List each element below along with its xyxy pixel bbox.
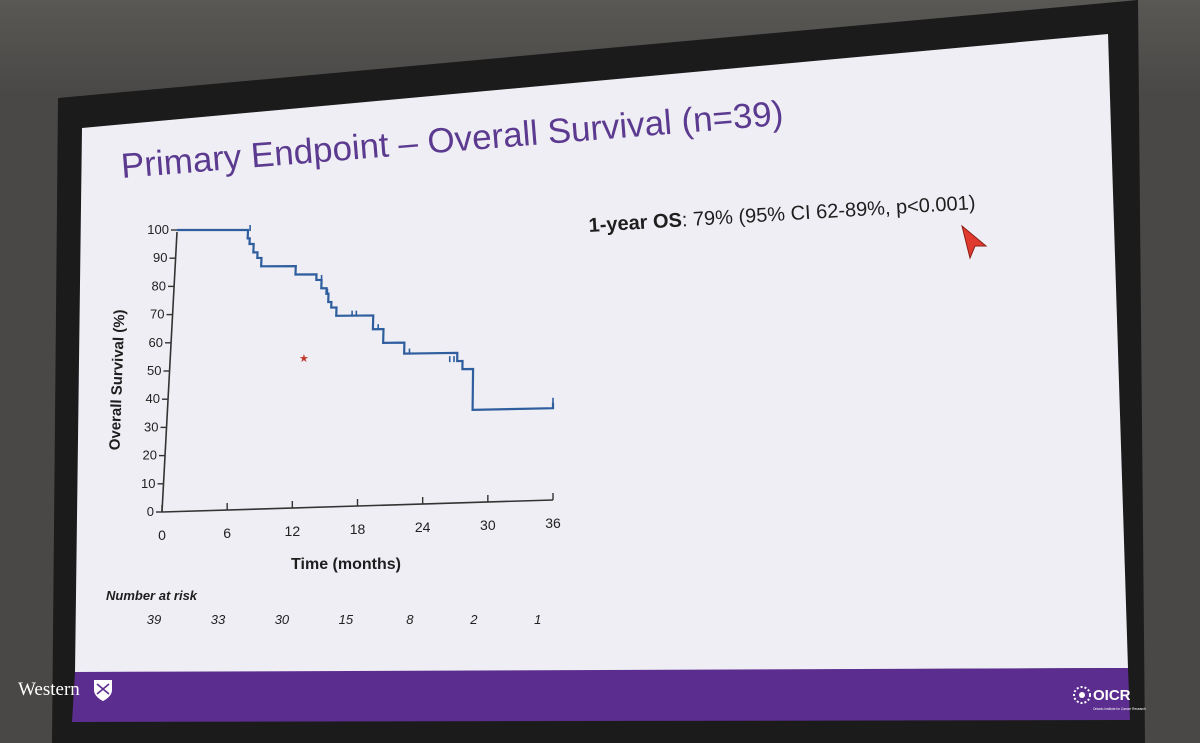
- y-tick-label: 50: [147, 363, 161, 378]
- y-axis-label: Overall Survival (%): [107, 309, 129, 450]
- survival-curve: [177, 228, 555, 411]
- x-tick-label: 30: [480, 517, 496, 533]
- y-tick-label: 40: [146, 391, 160, 406]
- pointer-cursor-icon: [958, 224, 988, 260]
- x-tick-label: 36: [545, 515, 561, 531]
- risk-table-label: Number at risk: [106, 588, 198, 603]
- y-tick-label: 20: [143, 448, 157, 463]
- y-tick-label: 60: [149, 335, 163, 350]
- y-tick-label: 100: [147, 222, 169, 237]
- y-tick-label: 10: [141, 476, 155, 491]
- x-tick-label: 0: [158, 527, 166, 543]
- risk-count: 39: [147, 612, 161, 627]
- x-tick-label: 12: [285, 523, 301, 539]
- os-value: : 79% (95% CI 62-89%, p<0.001): [681, 192, 976, 231]
- y-tick-label: 30: [144, 419, 158, 434]
- risk-count: 2: [469, 612, 478, 627]
- western-logo-text: Western: [18, 679, 80, 700]
- x-tick-label: 24: [415, 519, 431, 535]
- risk-count: 1: [534, 612, 541, 627]
- slide-title: Primary Endpoint – Overall Survival (n=3…: [120, 94, 785, 186]
- y-axis: [161, 231, 178, 513]
- x-axis: [161, 499, 554, 513]
- os-statement: 1-year OS: 79% (95% CI 62-89%, p<0.001): [588, 192, 976, 237]
- risk-count: 33: [211, 612, 226, 627]
- star-mark: ★: [299, 353, 309, 365]
- risk-count: 15: [339, 612, 354, 627]
- y-tick-label: 0: [147, 504, 154, 519]
- risk-count: 30: [275, 612, 290, 627]
- x-tick-label: 18: [350, 521, 366, 537]
- oicr-logo-text: OICR: [1093, 687, 1131, 704]
- oicr-logo-icon: [1073, 686, 1091, 704]
- oicr-logo-subtext: Ontario Institute for Cancer Research: [1093, 707, 1146, 711]
- x-tick-label: 6: [223, 525, 231, 541]
- y-tick-label: 90: [153, 250, 167, 265]
- y-tick-label: 80: [152, 278, 166, 293]
- y-tick-label: 70: [150, 307, 164, 322]
- western-crest-icon: [94, 680, 112, 701]
- x-axis-label: Time (months): [291, 556, 401, 573]
- risk-count: 8: [406, 612, 414, 627]
- os-label: 1-year OS: [588, 209, 683, 236]
